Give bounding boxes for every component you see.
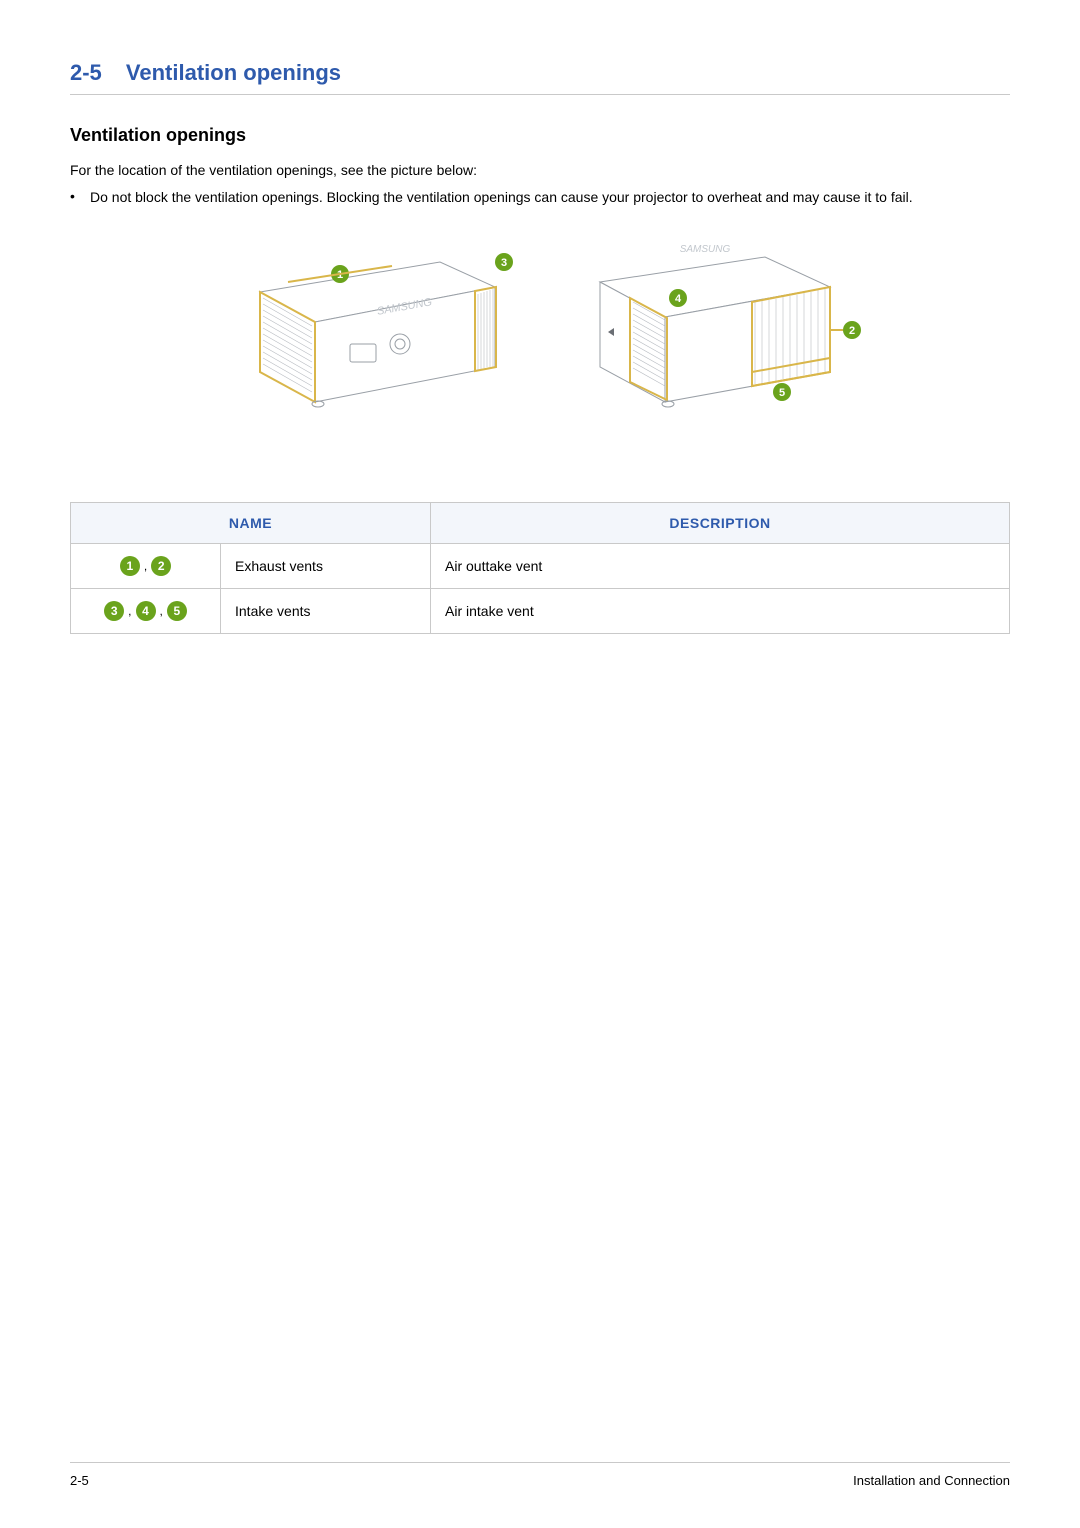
row2-name: Intake vents: [221, 588, 431, 633]
comma: ,: [128, 604, 131, 618]
bullet-text: Do not block the ventilation openings. B…: [90, 188, 913, 208]
section-number: 2-5: [70, 60, 102, 85]
row2-description: Air intake vent: [431, 588, 1010, 633]
footer-left: 2-5: [70, 1473, 89, 1488]
subheading: Ventilation openings: [70, 125, 1010, 146]
table-header-row: NAME DESCRIPTION: [71, 502, 1010, 543]
header-name: NAME: [71, 502, 431, 543]
badge-2-icon: 2: [151, 556, 171, 576]
badge-1-icon: 1: [120, 556, 140, 576]
projector-figure: SAMSUNG 1 3: [70, 232, 1010, 462]
page-footer: 2-5 Installation and Connection: [70, 1462, 1010, 1488]
badge-4-icon: 4: [136, 601, 156, 621]
badge-5-icon: 5: [167, 601, 187, 621]
projector-svg: SAMSUNG 1 3: [200, 232, 880, 432]
svg-text:3: 3: [501, 257, 507, 269]
vent-table: NAME DESCRIPTION 1 , 2 Exhaust vents Air…: [70, 502, 1010, 634]
brand-logo-right: SAMSUNG: [680, 244, 731, 255]
row1-badges: 1 , 2: [71, 543, 221, 588]
footer-right: Installation and Connection: [853, 1473, 1010, 1488]
row2-badges: 3 , 4 , 5: [71, 588, 221, 633]
warning-bullet: • Do not block the ventilation openings.…: [70, 188, 1010, 208]
comma: ,: [160, 604, 163, 618]
svg-text:5: 5: [779, 387, 785, 399]
table-row: 1 , 2 Exhaust vents Air outtake vent: [71, 543, 1010, 588]
section-title: Ventilation openings: [126, 60, 341, 85]
comma: ,: [144, 559, 147, 573]
section-header: 2-5 Ventilation openings: [70, 60, 1010, 95]
table-row: 3 , 4 , 5 Intake vents Air intake vent: [71, 588, 1010, 633]
svg-text:4: 4: [675, 293, 682, 305]
bullet-dot: •: [70, 188, 90, 204]
svg-text:2: 2: [849, 325, 855, 337]
row1-name: Exhaust vents: [221, 543, 431, 588]
intro-text: For the location of the ventilation open…: [70, 162, 1010, 178]
badge-3-icon: 3: [104, 601, 124, 621]
header-description: DESCRIPTION: [431, 502, 1010, 543]
row1-description: Air outtake vent: [431, 543, 1010, 588]
